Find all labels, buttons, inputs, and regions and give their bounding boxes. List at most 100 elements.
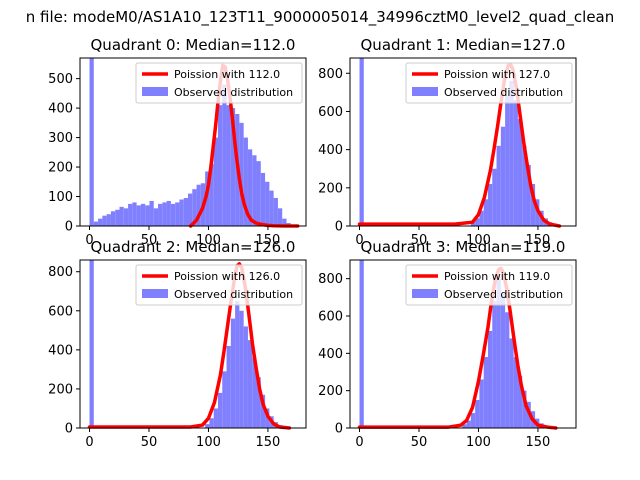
quadrant-0-hist-bar — [282, 218, 287, 226]
quadrant-0-hist-bar — [153, 208, 159, 226]
quadrant-1-hist-bar — [487, 184, 493, 226]
quadrant-3-x-tick-label: 150 — [526, 435, 551, 450]
quadrant-0-hist-bar — [239, 122, 244, 226]
quadrant-1-x-tick-label: 100 — [466, 233, 491, 248]
quadrant-2-y-tick-label: 600 — [48, 304, 73, 319]
quadrant-2-y-tick-label: 800 — [48, 265, 73, 280]
quadrant-1-legend-hist-label: Observed distribution — [444, 86, 563, 99]
quadrant-1-hist-bar — [483, 199, 488, 226]
quadrant-0-legend-hist-label: Observed distribution — [174, 86, 293, 99]
quadrant-0-hist-bar — [252, 155, 257, 226]
quadrant-1-x-tick-label: 0 — [355, 233, 363, 248]
quadrant-2-legend-hist-swatch — [142, 289, 168, 298]
quadrant-0-y-tick-label: 200 — [48, 161, 73, 176]
quadrant-0-hist-bar — [256, 161, 261, 226]
quadrant-0-x-tick-label: 100 — [196, 233, 221, 248]
quadrant-3-hist-bar — [475, 400, 480, 428]
quadrant-3-hist-bar — [517, 375, 523, 428]
quadrant-2-hist-bar — [265, 408, 270, 428]
quadrant-3-title: Quadrant 3: Median=119.0 — [361, 238, 566, 256]
quadrant-3-hist-bar — [483, 357, 488, 428]
quadrant-2-y-tick-label: 400 — [48, 343, 73, 358]
quadrant-0-hist-bar — [123, 208, 129, 226]
quadrant-0-hist-bar — [115, 209, 120, 226]
quadrant-0-hist-bar — [93, 221, 99, 226]
quadrant-2-legend-poisson-label: Poission with 126.0 — [174, 270, 280, 283]
quadrant-0-y-tick-label: 400 — [48, 102, 73, 117]
figure-suptitle: n file: modeM0/AS1A10_123T11_9000005014_… — [26, 8, 615, 27]
quadrant-2-axes-frame — [79, 259, 307, 429]
quadrant-0-hist-bar — [98, 218, 103, 226]
quadrant-1-hist-bar — [517, 119, 523, 226]
quadrant-3-hist-bar — [513, 357, 518, 428]
quadrant-0-hist-bar — [175, 202, 180, 226]
quadrant-1-hist-bar — [530, 184, 536, 226]
quadrant-0-hist-bar — [196, 184, 201, 226]
quadrant-0-hist-bar — [222, 84, 227, 227]
quadrant-1-x-tick-label: 150 — [526, 233, 551, 248]
quadrant-3-panel: 0 50 100 150 0 200 400 600 800 Quadrant 3: Median… — [318, 238, 577, 450]
quadrant-1-y-tick-label: 800 — [318, 67, 343, 82]
quadrant-1-x-tick-label: 50 — [411, 233, 428, 248]
quadrant-2-legend-box — [135, 264, 303, 306]
quadrant-1-panel: 0 50 100 150 0 200 400 600 800 Quadrant 1: Median… — [318, 36, 577, 248]
quadrant-0-hist-bar — [162, 202, 167, 226]
quadrant-0-hist-bar — [149, 200, 154, 226]
quadrant-2-hist-bar — [209, 418, 214, 428]
quadrant-1-hist-bar — [359, 58, 364, 226]
quadrant-3-hist-bar — [500, 293, 506, 428]
quadrant-0-hist-bar — [110, 211, 116, 226]
quadrant-0-legend-hist-swatch — [142, 87, 168, 96]
quadrant-1-title: Quadrant 1: Median=127.0 — [361, 36, 566, 54]
quadrant-3-hist-bar — [505, 312, 510, 428]
quadrant-2-title: Quadrant 2: Median=126.0 — [91, 238, 296, 256]
quadrant-0-hist-bar — [273, 198, 278, 226]
quadrant-0-x-tick-label: 0 — [85, 233, 93, 248]
quadrant-2-hist-bar — [89, 260, 94, 428]
quadrant-1-axes-frame — [349, 57, 577, 227]
quadrant-2-y-tick-label: 200 — [48, 382, 73, 397]
quadrant-3-y-tick-label: 600 — [318, 310, 343, 325]
quadrant-3-legend-hist-label: Observed distribution — [444, 288, 563, 301]
quadrant-2-panel: 0 50 100 150 0 200 400 600 800 Quadrant 2: Median… — [48, 238, 307, 450]
quadrant-2-x-tick-label: 150 — [256, 435, 281, 450]
quadrant-0-title: Quadrant 0: Median=112.0 — [91, 36, 296, 54]
quadrant-0-hist-bar — [132, 202, 137, 226]
quadrant-0-x-tick-label: 50 — [141, 233, 158, 248]
quadrant-0-hist-bar — [247, 149, 253, 226]
quadrant-2-legend-hist-label: Observed distribution — [174, 288, 293, 301]
quadrant-2-x-tick-label: 100 — [196, 435, 221, 450]
quadrant-2-hist-bar — [217, 392, 223, 428]
quadrant-3-x-tick-label: 0 — [355, 435, 363, 450]
quadrant-3-legend-hist-swatch — [412, 289, 438, 298]
quadrant-0-hist-bar — [140, 203, 146, 226]
quadrant-0-hist-bar — [158, 203, 163, 226]
quadrant-1-hist-bar — [509, 80, 514, 226]
quadrant-0-legend-box — [135, 62, 303, 104]
quadrant-1-y-tick-label: 400 — [318, 143, 343, 158]
quadrant-3-hist-bar — [492, 301, 497, 428]
quadrant-0-hist-bar — [145, 205, 150, 226]
quadrant-0-y-tick-label: 300 — [48, 131, 73, 146]
quadrant-3-x-tick-label: 100 — [466, 435, 491, 450]
quadrant-2-hist-bar — [256, 377, 261, 428]
quadrant-2-hist-bar — [235, 301, 240, 428]
quadrant-2-hist-bar — [243, 326, 248, 428]
quadrant-0-legend-poisson-label: Poission with 112.0 — [174, 68, 280, 81]
quadrant-3-hist-bar — [462, 424, 467, 428]
quadrant-0-axes-frame — [79, 57, 307, 227]
quadrant-1-y-tick-label: 0 — [335, 220, 343, 235]
quadrant-0-hist-bar — [106, 214, 111, 226]
quadrant-3-y-tick-label: 200 — [318, 384, 343, 399]
quadrant-3-hist-bar — [479, 379, 484, 428]
quadrant-2-y-tick-label: 0 — [65, 422, 73, 437]
quadrant-3-legend-poisson-label: Poission with 119.0 — [444, 270, 550, 283]
quadrant-0-hist-bar — [205, 171, 210, 226]
quadrant-2-hist-bar — [247, 340, 253, 428]
quadrant-2-hist-bar — [260, 394, 266, 428]
quadrant-1-hist-bar — [513, 100, 518, 226]
quadrant-3-hist-bar — [359, 260, 364, 428]
quadrant-0-hist-bar — [230, 108, 236, 226]
quadrant-0-hist-bar — [179, 199, 184, 226]
